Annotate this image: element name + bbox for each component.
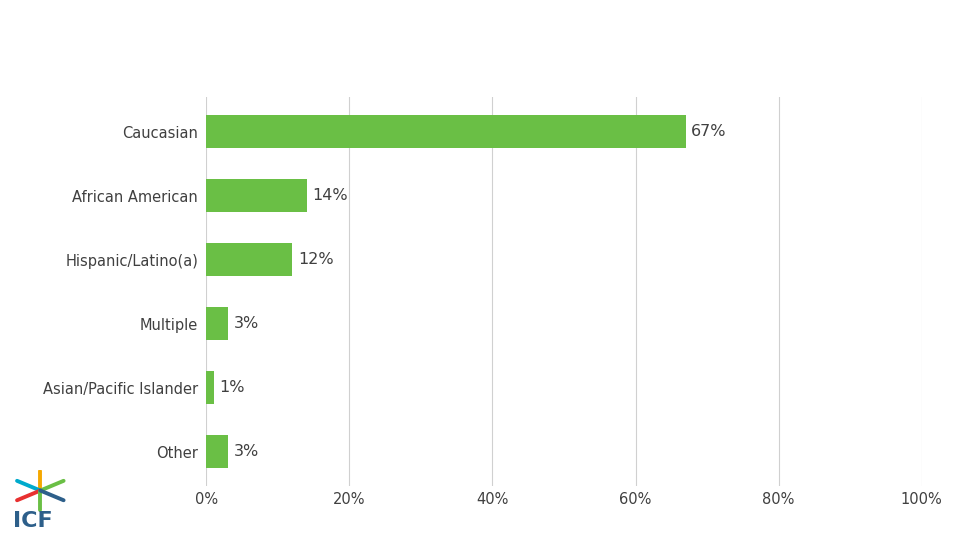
Text: 14%: 14% [312, 188, 348, 203]
Text: 1%: 1% [219, 380, 245, 395]
Bar [206, 307, 228, 340]
Bar [206, 243, 292, 276]
Text: Demographics: Race & Ethnicity: Demographics: Race & Ethnicity [0, 23, 697, 61]
Text: 3%: 3% [233, 316, 259, 331]
Text: 12%: 12% [298, 252, 333, 267]
Text: 3%: 3% [233, 444, 259, 459]
Text: ICF: ICF [13, 511, 53, 531]
Text: (n=2,366): (n=2,366) [619, 43, 704, 61]
Bar [206, 179, 306, 212]
Bar [206, 115, 685, 148]
Bar [206, 435, 228, 468]
Text: 67%: 67% [691, 124, 727, 139]
Bar [206, 371, 213, 404]
